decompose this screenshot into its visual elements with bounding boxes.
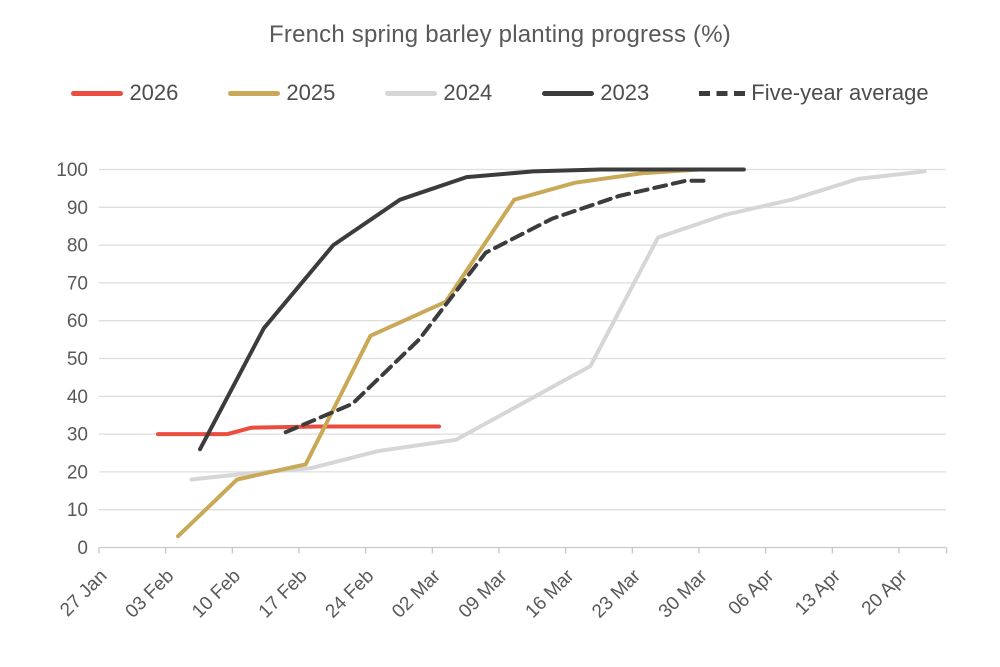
y-axis-label-80: 80 <box>67 236 88 257</box>
legend-swatch-2025-line-icon <box>228 90 281 96</box>
y-axis-label-0: 0 <box>77 538 88 559</box>
series-line-2026 <box>156 424 441 437</box>
legend-label-2026: 2026 <box>129 80 179 105</box>
y-axis-label-50: 50 <box>67 349 88 370</box>
legend-label-2023: 2023 <box>600 80 650 105</box>
x-axis-label-09-mar: 09 Mar <box>455 565 512 622</box>
series-line-2025 <box>176 167 701 539</box>
legend-item-five-year-average: Five-year average <box>699 80 929 106</box>
legend-swatch-five-year-average-line-icon <box>699 90 746 96</box>
x-axis-label-02-mar: 02 Mar <box>388 565 445 622</box>
x-axis-label-13-apr: 13 Apr <box>791 565 845 619</box>
y-axis-label-60: 60 <box>67 311 88 332</box>
legend-swatch-2026-line-icon <box>71 90 124 96</box>
series-line-five-year-average <box>283 178 711 435</box>
x-axis-label-27-jan: 27 Jan <box>56 566 111 621</box>
x-axis-label-24-feb: 24 Feb <box>322 566 379 623</box>
y-axis-label-20: 20 <box>67 462 88 483</box>
x-axis-label-17-feb: 17 Feb <box>255 566 312 623</box>
legend-swatch-2024-line-icon <box>385 90 438 96</box>
y-axis-label-10: 10 <box>67 500 88 521</box>
y-axis-label-90: 90 <box>67 198 88 219</box>
y-axis-label-30: 30 <box>67 425 88 446</box>
y-axis-label-40: 40 <box>67 387 88 408</box>
y-axis-label-100: 100 <box>56 160 88 181</box>
legend-label-2025: 2025 <box>286 80 336 105</box>
chart-legend: 2026 2025 2024 2023 Five-year average <box>0 80 1000 106</box>
legend-label-five-year-average: Five-year average <box>751 80 929 105</box>
x-axis-label-06-apr: 06 Apr <box>725 565 779 619</box>
legend-item-2023: 2023 <box>542 80 649 106</box>
x-axis-label-03-feb: 03 Feb <box>122 566 179 623</box>
legend-item-2026: 2026 <box>71 80 178 106</box>
x-axis-label-23-mar: 23 Mar <box>588 565 645 622</box>
y-axis-label-70: 70 <box>67 273 88 294</box>
x-axis-label-16-mar: 16 Mar <box>522 565 579 622</box>
series-line-2023 <box>198 167 746 452</box>
legend-item-2025: 2025 <box>228 80 335 106</box>
x-axis-label-30-mar: 30 Mar <box>655 565 712 622</box>
legend-label-2024: 2024 <box>443 80 493 105</box>
x-axis-label-20-apr: 20 Apr <box>858 565 912 619</box>
chart-title: French spring barley planting progress (… <box>269 21 731 48</box>
legend-item-2024: 2024 <box>385 80 492 106</box>
legend-swatch-2023-line-icon <box>542 90 595 96</box>
x-axis-label-10-feb: 10 Feb <box>188 566 245 623</box>
